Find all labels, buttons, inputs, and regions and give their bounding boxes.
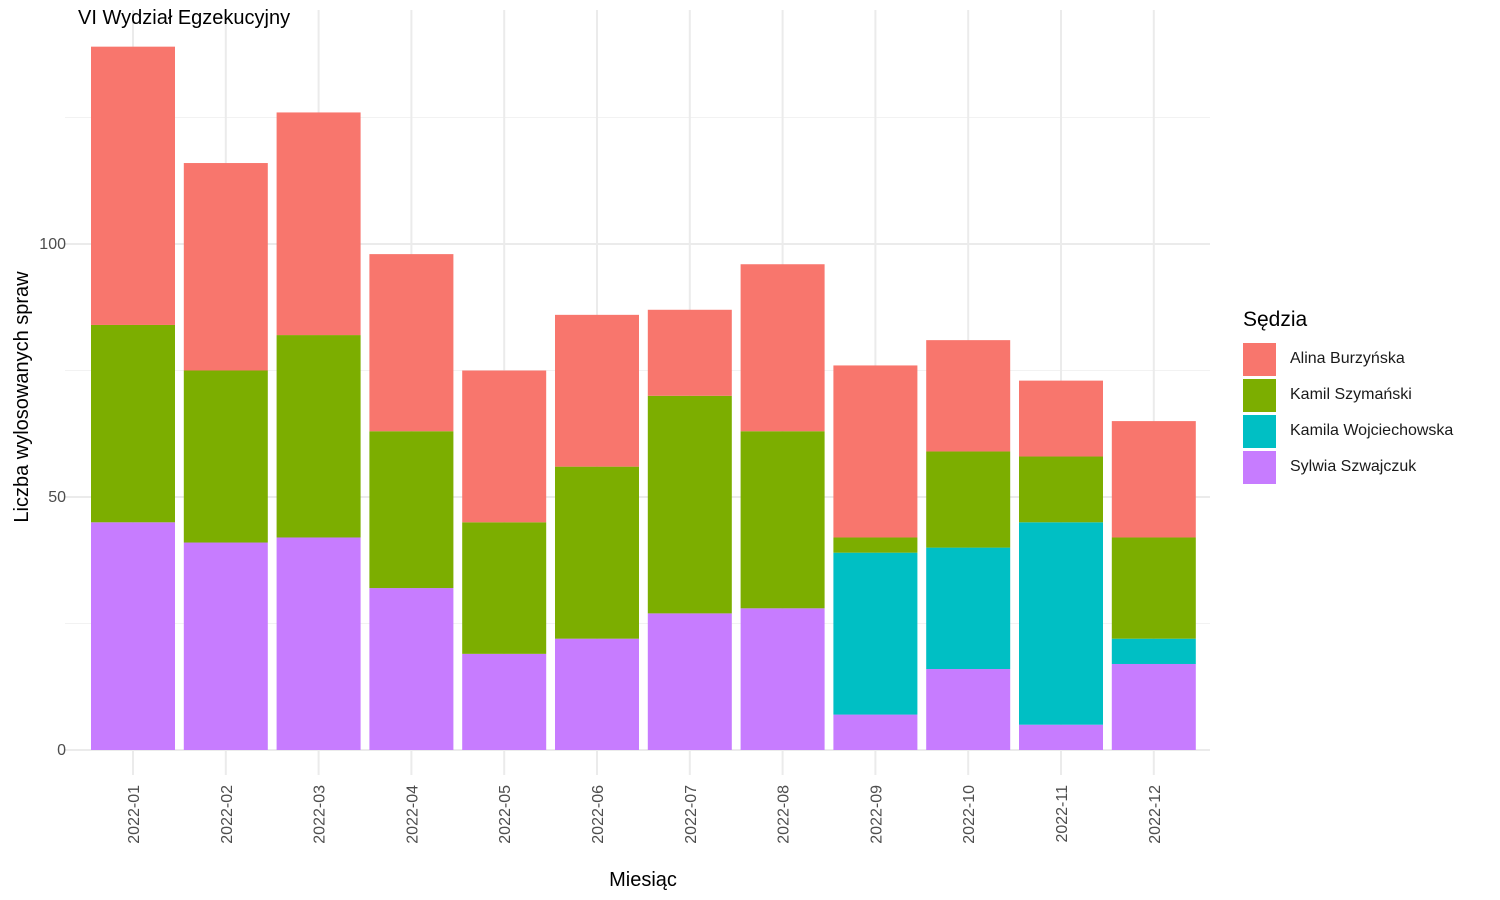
x-tick-label: 2022-08 <box>776 785 793 844</box>
bar-segment-sylwia-szwajczuk <box>926 669 1011 750</box>
bar-segment-alina-burzy-ska <box>1019 380 1103 457</box>
bar-segment-kamil-szyma-ski <box>276 335 361 538</box>
bar-segment-kamil-szyma-ski <box>91 324 175 523</box>
x-tick-label: 2022-04 <box>404 785 421 844</box>
bar-segment-kamil-szyma-ski <box>369 431 454 589</box>
x-axis-title: Miesiąc <box>609 869 677 891</box>
bar-segment-sylwia-szwajczuk <box>647 613 732 750</box>
bar-segment-kamil-szyma-ski <box>1019 456 1103 523</box>
legend-item: Kamil Szymański <box>1243 377 1453 413</box>
bar-segment-sylwia-szwajczuk <box>833 714 918 750</box>
y-tick-label: 100 <box>39 236 66 253</box>
bar-segment-alina-burzy-ska <box>276 112 361 336</box>
bar-segment-alina-burzy-ska <box>833 365 918 538</box>
legend-key <box>1243 342 1276 376</box>
legend-title: Sędzia <box>1243 308 1308 331</box>
x-tick-label: 2022-02 <box>219 785 236 844</box>
x-tick-label: 2022-01 <box>126 785 143 844</box>
bar-segment-sylwia-szwajczuk <box>183 542 268 750</box>
x-tick-label: 2022-10 <box>961 785 978 844</box>
bar-segment-kamila-wojciechowska <box>1111 638 1196 664</box>
bar-segment-alina-burzy-ska <box>647 309 732 396</box>
legend-key <box>1243 450 1276 484</box>
bar-segment-kamil-szyma-ski <box>1111 537 1196 639</box>
chart-title: VI Wydział Egzekucyjny <box>78 7 291 29</box>
y-tick-label: 0 <box>57 742 66 759</box>
bar-segment-alina-burzy-ska <box>555 314 639 467</box>
legend-item: Kamila Wojciechowska <box>1243 413 1453 449</box>
bar-segment-alina-burzy-ska <box>1111 421 1196 538</box>
legend-label: Alina Burzyńska <box>1290 350 1405 367</box>
bar-segment-kamil-szyma-ski <box>740 431 825 609</box>
legend-items: Alina Burzyńska Kamil Szymański Kamila Woj… <box>1243 341 1453 485</box>
bar-segment-sylwia-szwajczuk <box>1019 724 1103 750</box>
legend-key <box>1243 414 1276 448</box>
bar-segment-alina-burzy-ska <box>91 46 175 325</box>
legend-label: Kamila Wojciechowska <box>1290 422 1454 439</box>
bar-segment-kamil-szyma-ski <box>183 370 268 543</box>
bar-segment-kamil-szyma-ski <box>833 537 918 553</box>
bar-segment-sylwia-szwajczuk <box>1111 663 1196 750</box>
bar-segment-kamila-wojciechowska <box>833 552 918 715</box>
bar-segment-kamila-wojciechowska <box>1019 522 1103 725</box>
bar-segment-alina-burzy-ska <box>369 254 454 432</box>
bar-segment-sylwia-szwajczuk <box>555 638 639 750</box>
legend: Sędzia Alina Burzyńska Kamil Szymański Kam… <box>1243 308 1453 485</box>
x-tick-label: 2022-03 <box>312 785 329 844</box>
bar-segment-kamila-wojciechowska <box>926 547 1011 670</box>
legend-label: Kamil Szymański <box>1290 386 1412 403</box>
bar-segment-kamil-szyma-ski <box>926 451 1011 548</box>
x-tick-label: 2022-06 <box>590 785 607 844</box>
bar-segment-alina-burzy-ska <box>740 264 825 432</box>
x-tick-label: 2022-09 <box>868 785 885 844</box>
bar-segment-alina-burzy-ska <box>462 370 547 523</box>
bar-segment-kamil-szyma-ski <box>462 522 547 654</box>
bar-segment-alina-burzy-ska <box>926 340 1011 452</box>
bar-segment-sylwia-szwajczuk <box>740 608 825 750</box>
y-axis-title: Liczba wylosowanych spraw <box>11 271 33 523</box>
legend-label: Sylwia Szwajczuk <box>1290 458 1417 475</box>
bar-segment-alina-burzy-ska <box>183 163 268 371</box>
x-tick-label: 2022-11 <box>1054 785 1071 843</box>
y-tick-label: 50 <box>48 489 66 506</box>
legend-item: Sylwia Szwajczuk <box>1243 449 1453 485</box>
bar-segment-sylwia-szwajczuk <box>369 588 454 750</box>
x-tick-label: 2022-12 <box>1147 785 1164 844</box>
bar-segment-kamil-szyma-ski <box>555 466 639 639</box>
legend-item: Alina Burzyńska <box>1243 341 1453 377</box>
bar-segment-sylwia-szwajczuk <box>91 522 175 750</box>
x-tick-label: 2022-05 <box>497 785 514 844</box>
x-tick-label: 2022-07 <box>683 785 700 844</box>
bar-segment-sylwia-szwajczuk <box>276 537 361 750</box>
bar-segment-kamil-szyma-ski <box>647 395 732 614</box>
legend-key <box>1243 378 1276 412</box>
bar-segment-sylwia-szwajczuk <box>462 653 547 750</box>
